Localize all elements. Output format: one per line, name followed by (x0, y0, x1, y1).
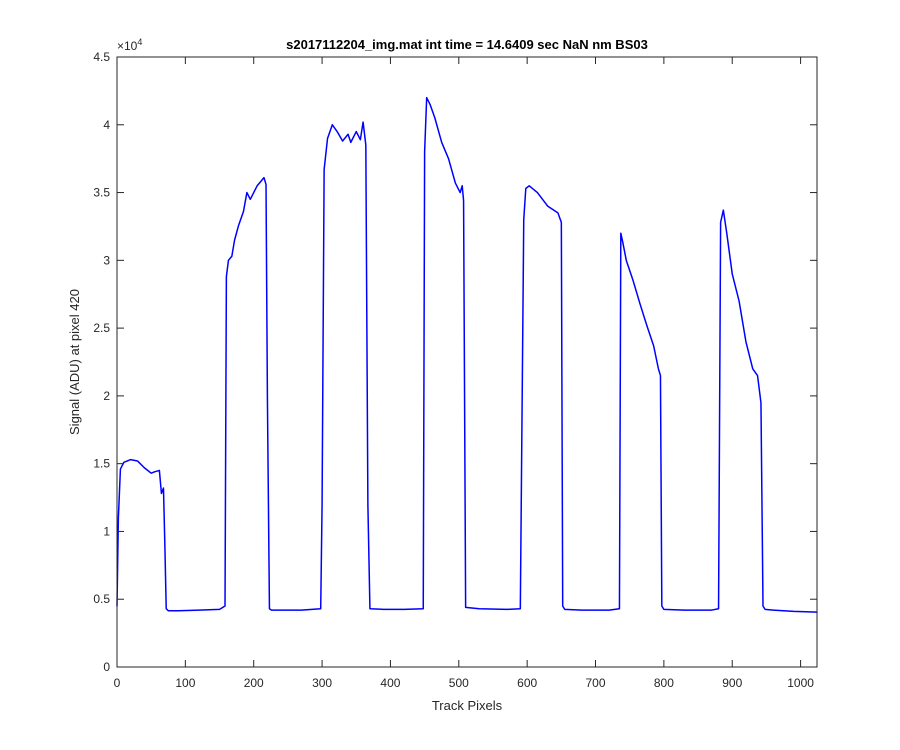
y-exponent-power: 4 (137, 37, 142, 47)
y-tick-label: 2.5 (93, 321, 110, 335)
x-tick-label: 200 (244, 676, 264, 690)
x-tick-label: 800 (654, 676, 674, 690)
x-axis-title: Track Pixels (432, 698, 503, 713)
y-tick-label: 3 (103, 253, 110, 267)
y-tick-label: 0.5 (93, 592, 110, 606)
y-tick-label: 0 (103, 660, 110, 674)
x-tick-label: 100 (175, 676, 195, 690)
x-tick-label: 300 (312, 676, 332, 690)
chart-title: s2017112204_img.mat int time = 14.6409 s… (286, 37, 648, 52)
plot-area (117, 57, 817, 667)
x-tick-label: 400 (380, 676, 400, 690)
x-tick-label: 0 (114, 676, 121, 690)
x-tick-label: 700 (586, 676, 606, 690)
y-tick-label: 3.5 (93, 186, 110, 200)
x-tick-label: 1000 (787, 676, 814, 690)
y-axis-title: Signal (ADU) at pixel 420 (67, 289, 82, 435)
y-tick-label: 4.5 (93, 50, 110, 64)
axes-box (116, 56, 818, 668)
x-tick-label: 600 (517, 676, 537, 690)
series-line-0 (116, 96, 818, 613)
y-tick-label: 4 (103, 118, 110, 132)
y-exponent-base: ×10 (117, 39, 138, 53)
y-exponent-label: ×104 (117, 37, 142, 53)
x-tick-label: 500 (449, 676, 469, 690)
y-tick-label: 1 (103, 524, 110, 538)
y-tick-label: 1.5 (93, 457, 110, 471)
x-tick-label: 900 (722, 676, 742, 690)
y-tick-label: 2 (103, 389, 110, 403)
